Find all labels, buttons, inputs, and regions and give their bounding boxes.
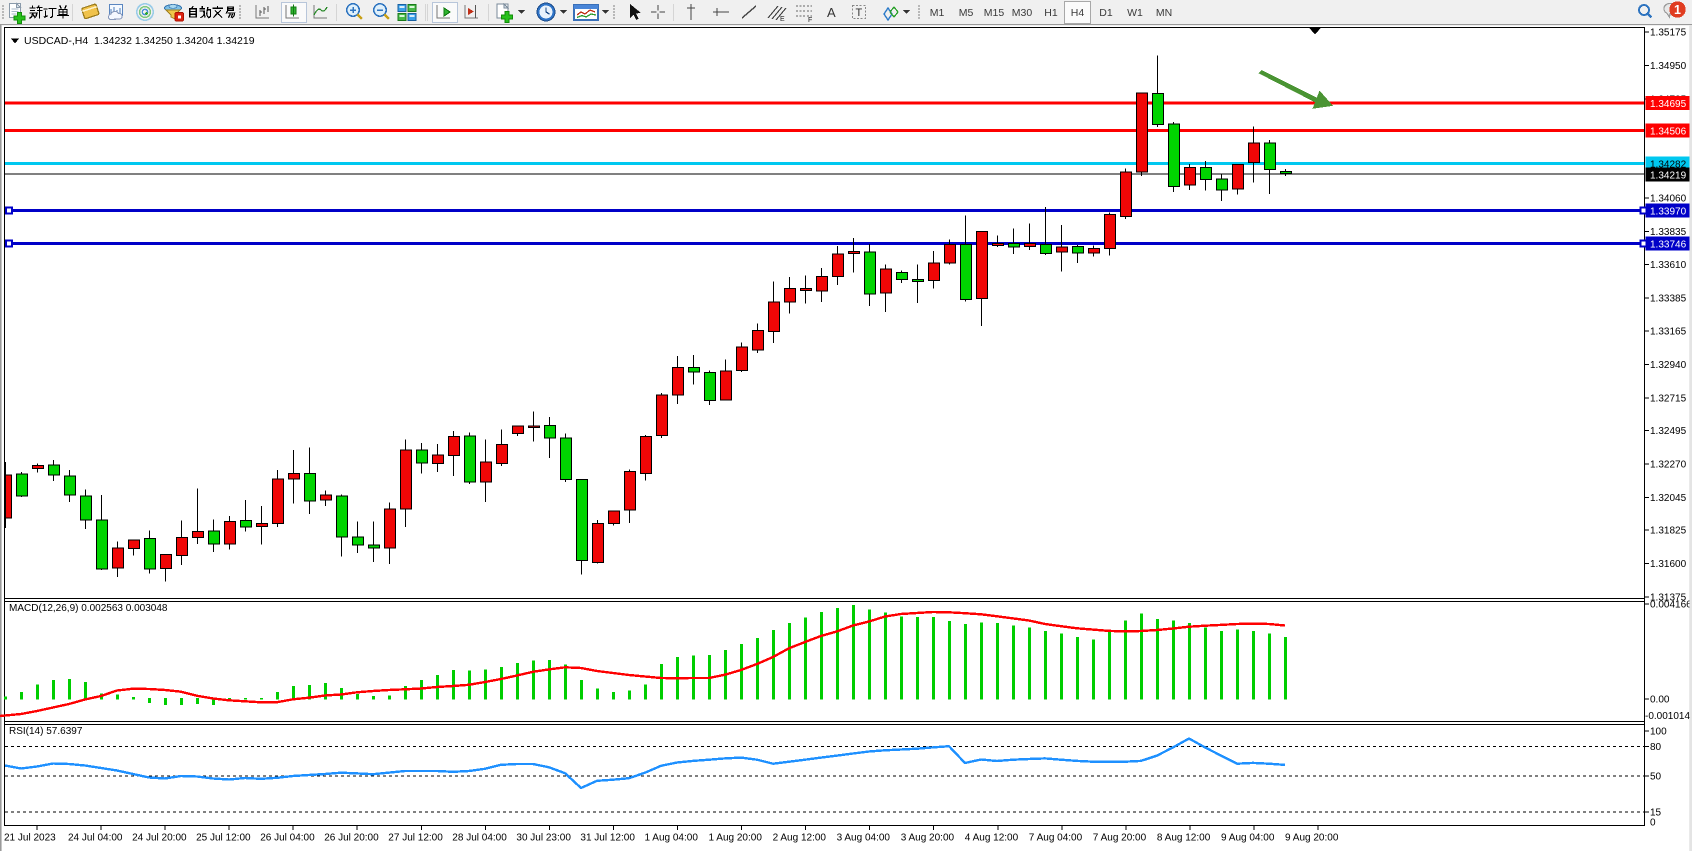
svg-text:M1: M1: [930, 7, 945, 19]
svg-text:M5: M5: [959, 7, 974, 19]
svg-text:1.32270: 1.32270: [1650, 459, 1687, 470]
svg-text:30 Jul 23:00: 30 Jul 23:00: [516, 833, 571, 844]
svg-text:1.32940: 1.32940: [1650, 360, 1687, 371]
svg-text:D1: D1: [1099, 7, 1113, 19]
svg-text:1 Aug 20:00: 1 Aug 20:00: [709, 833, 763, 844]
svg-text:-0.001014: -0.001014: [1645, 711, 1690, 722]
svg-text:31 Jul 12:00: 31 Jul 12:00: [580, 833, 635, 844]
svg-text:1.34282: 1.34282: [1650, 159, 1687, 170]
svg-text:50: 50: [1650, 772, 1662, 783]
svg-text:1.32715: 1.32715: [1650, 393, 1687, 404]
svg-text:1: 1: [1674, 3, 1681, 17]
svg-text:1 Aug 04:00: 1 Aug 04:00: [645, 833, 699, 844]
svg-text:E: E: [780, 16, 785, 23]
svg-text:F: F: [808, 17, 812, 24]
svg-text:1.34695: 1.34695: [1650, 99, 1687, 110]
svg-text:MACD(12,26,9) 0.002563 0.00304: MACD(12,26,9) 0.002563 0.003048: [9, 603, 168, 614]
svg-text:0.004166: 0.004166: [1650, 600, 1692, 611]
svg-text:15: 15: [1650, 808, 1662, 819]
svg-text:1.33610: 1.33610: [1650, 260, 1687, 271]
svg-text:27 Jul 12:00: 27 Jul 12:00: [388, 833, 443, 844]
svg-text:1.35175: 1.35175: [1650, 28, 1687, 39]
svg-text:T: T: [856, 7, 863, 19]
svg-text:2 Aug 12:00: 2 Aug 12:00: [773, 833, 827, 844]
svg-text:1.34950: 1.34950: [1650, 61, 1687, 72]
svg-text:USDCAD-,H4 1.34232 1.34250 1.: USDCAD-,H4 1.34232 1.34250 1.34204 1.342…: [24, 35, 255, 47]
svg-text:80: 80: [1650, 742, 1662, 753]
svg-text:H1: H1: [1044, 7, 1058, 19]
svg-text:8 Aug 12:00: 8 Aug 12:00: [1157, 833, 1211, 844]
svg-text:1.32045: 1.32045: [1650, 493, 1687, 504]
svg-text:21 Jul 2023: 21 Jul 2023: [4, 833, 56, 844]
svg-text:3 Aug 04:00: 3 Aug 04:00: [837, 833, 891, 844]
svg-text:1.31600: 1.31600: [1650, 559, 1687, 570]
svg-text:28 Jul 04:00: 28 Jul 04:00: [452, 833, 507, 844]
svg-text:3 Aug 20:00: 3 Aug 20:00: [901, 833, 955, 844]
svg-text:1.31375: 1.31375: [1650, 593, 1687, 604]
svg-text:1.33970: 1.33970: [1650, 206, 1687, 217]
svg-text:A: A: [827, 5, 836, 20]
svg-text:1.33385: 1.33385: [1650, 294, 1687, 305]
svg-text:1.32495: 1.32495: [1650, 426, 1687, 437]
svg-text:M15: M15: [984, 7, 1005, 19]
svg-text:1.33746: 1.33746: [1650, 239, 1687, 250]
svg-text:26 Jul 04:00: 26 Jul 04:00: [260, 833, 315, 844]
svg-text:1.34060: 1.34060: [1650, 193, 1687, 204]
svg-text:4 Aug 12:00: 4 Aug 12:00: [965, 833, 1019, 844]
svg-text:26 Jul 20:00: 26 Jul 20:00: [324, 833, 379, 844]
svg-text:M30: M30: [1012, 7, 1033, 19]
svg-text:1.31825: 1.31825: [1650, 526, 1687, 537]
svg-text:RSI(14) 57.6397: RSI(14) 57.6397: [9, 726, 83, 737]
svg-text:0.00: 0.00: [1650, 695, 1670, 706]
svg-text:H4: H4: [1071, 7, 1085, 19]
svg-text:MN: MN: [1156, 7, 1172, 19]
svg-text:7 Aug 04:00: 7 Aug 04:00: [1029, 833, 1083, 844]
svg-text:1.33835: 1.33835: [1650, 227, 1687, 238]
svg-text:100: 100: [1650, 727, 1667, 738]
svg-text:9 Aug 04:00: 9 Aug 04:00: [1221, 833, 1275, 844]
svg-text:1.34219: 1.34219: [1650, 170, 1687, 181]
svg-text:7 Aug 20:00: 7 Aug 20:00: [1093, 833, 1147, 844]
svg-text:0: 0: [1650, 818, 1656, 829]
svg-text:1.33165: 1.33165: [1650, 326, 1687, 337]
svg-text:25 Jul 12:00: 25 Jul 12:00: [196, 833, 251, 844]
svg-text:9 Aug 20:00: 9 Aug 20:00: [1285, 833, 1339, 844]
svg-text:W1: W1: [1127, 7, 1143, 19]
svg-text:24 Jul 20:00: 24 Jul 20:00: [132, 833, 187, 844]
svg-text:1.34506: 1.34506: [1650, 126, 1687, 137]
svg-text:24 Jul 04:00: 24 Jul 04:00: [68, 833, 123, 844]
